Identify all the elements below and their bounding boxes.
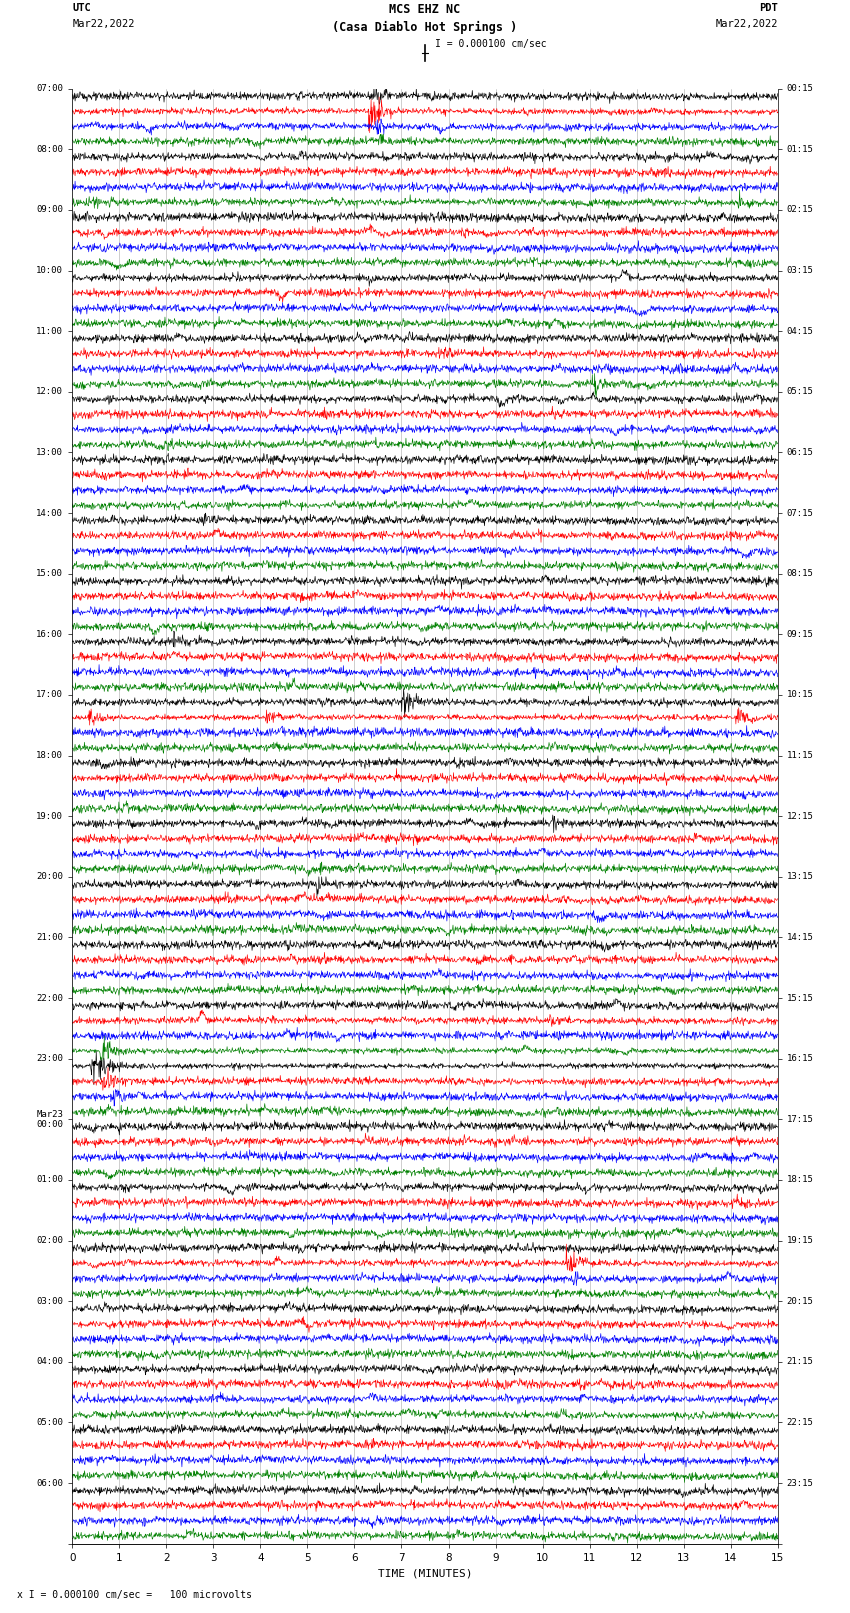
Text: UTC: UTC (72, 3, 91, 13)
Text: I = 0.000100 cm/sec: I = 0.000100 cm/sec (435, 39, 547, 48)
Text: x I = 0.000100 cm/sec =   100 microvolts: x I = 0.000100 cm/sec = 100 microvolts (17, 1590, 252, 1600)
Text: (Casa Diablo Hot Springs ): (Casa Diablo Hot Springs ) (332, 21, 518, 34)
Text: PDT: PDT (759, 3, 778, 13)
Text: MCS EHZ NC: MCS EHZ NC (389, 3, 461, 16)
Text: Mar22,2022: Mar22,2022 (72, 19, 135, 29)
Text: Mar22,2022: Mar22,2022 (715, 19, 778, 29)
X-axis label: TIME (MINUTES): TIME (MINUTES) (377, 1568, 473, 1578)
